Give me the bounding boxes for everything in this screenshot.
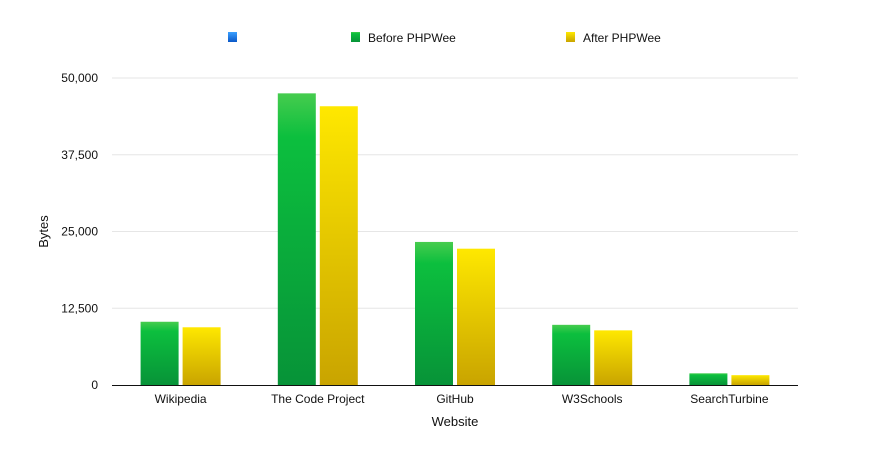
legend-label: Before PHPWee: [368, 31, 456, 45]
bar-after-phpwee: [731, 375, 770, 385]
bar-before-phpwee: [277, 93, 316, 385]
bar-after-phpwee: [182, 327, 221, 385]
y-tick-label: 37,500: [61, 148, 98, 162]
x-tick-label: Wikipedia: [155, 392, 207, 406]
y-axis-title: Bytes: [36, 215, 51, 248]
legend-item: [228, 32, 237, 42]
legend-swatch: [351, 32, 360, 42]
x-tick-label: SearchTurbine: [690, 392, 769, 406]
x-axis-title: Website: [432, 414, 479, 429]
bars: [140, 93, 770, 385]
legend: Before PHPWee After PHPWee: [228, 31, 661, 45]
y-tick-label: 0: [91, 378, 98, 392]
y-tick-label: 50,000: [61, 71, 98, 85]
y-axis-ticks: 0 12,500 25,000 37,500 50,000: [61, 71, 98, 392]
bar-before-phpwee: [415, 241, 453, 385]
gridlines: [112, 77, 798, 309]
y-tick-label: 12,500: [61, 301, 98, 315]
y-tick-label: 25,000: [61, 225, 98, 239]
legend-label: After PHPWee: [583, 31, 661, 45]
bar-before-phpwee: [689, 373, 728, 385]
bar-before-phpwee: [140, 321, 179, 385]
x-tick-label: W3Schools: [562, 392, 623, 406]
x-tick-label: The Code Project: [271, 392, 365, 406]
bar-before-phpwee: [552, 324, 591, 385]
legend-item: After PHPWee: [566, 31, 661, 45]
legend-swatch: [566, 32, 575, 42]
legend-item: Before PHPWee: [351, 31, 456, 45]
bar-after-phpwee: [457, 248, 495, 385]
legend-swatch: [228, 32, 237, 42]
bar-after-phpwee: [319, 106, 358, 385]
bar-after-phpwee: [594, 330, 633, 385]
x-axis-ticks: Wikipedia The Code Project GitHub W3Schools…: [155, 392, 769, 406]
x-tick-label: GitHub: [436, 392, 474, 406]
